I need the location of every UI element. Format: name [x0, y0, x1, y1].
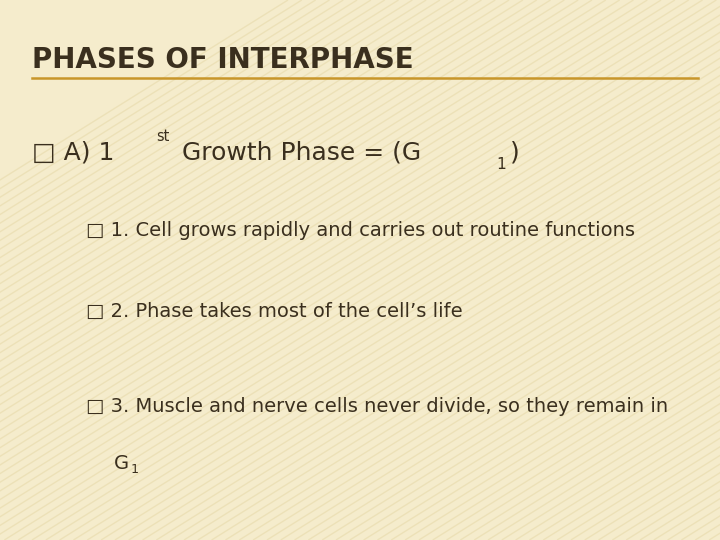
Text: st: st: [156, 129, 170, 144]
Text: PHASES OF INTERPHASE: PHASES OF INTERPHASE: [32, 46, 414, 74]
Text: Growth Phase = (G: Growth Phase = (G: [174, 140, 420, 164]
Text: 1: 1: [130, 463, 138, 476]
Text: □ 2. Phase takes most of the cell’s life: □ 2. Phase takes most of the cell’s life: [86, 302, 463, 321]
Text: 1: 1: [496, 157, 506, 172]
Text: □ A) 1: □ A) 1: [32, 140, 114, 164]
Text: □ 3. Muscle and nerve cells never divide, so they remain in: □ 3. Muscle and nerve cells never divide…: [86, 397, 669, 416]
Text: ): ): [510, 140, 520, 164]
Text: □ 1. Cell grows rapidly and carries out routine functions: □ 1. Cell grows rapidly and carries out …: [86, 221, 635, 240]
Text: G: G: [114, 454, 129, 472]
